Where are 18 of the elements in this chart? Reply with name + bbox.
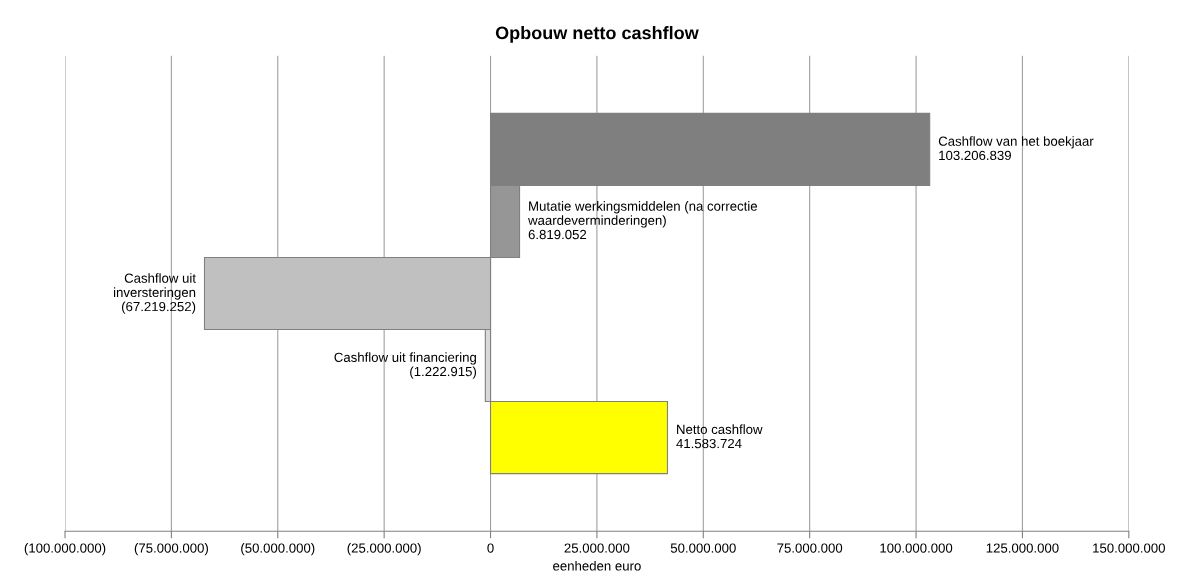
data-label: Cashflow uit inversteringen (67.219.252) [114, 273, 196, 314]
data-label: Netto cashflow 41.583.724 [676, 424, 763, 449]
x-tick-label: 150.000.000 [1093, 543, 1165, 553]
x-tick-label: (100.000.000) [24, 543, 106, 556]
x-tick-label: 100.000.000 [880, 543, 953, 553]
x-tick-label: 50.000.000 [670, 543, 736, 553]
chart-title: Opbouw netto cashflow [495, 26, 699, 43]
x-tick-label: 25.000.000 [564, 543, 630, 553]
data-label: Cashflow van het boekjaar 103.206.839 [938, 136, 1094, 161]
x-tick-label: 0 [487, 543, 494, 553]
x-tick-label: (25.000.000) [347, 543, 421, 556]
x-tick-label: 75.000.000 [777, 543, 843, 553]
x-tick-label: 125.000.000 [986, 543, 1059, 553]
data-label: Mutatie werkingsmiddelen (na correctie waardeverminderingen) 6.819.052 [528, 201, 758, 240]
x-tick-label: (50.000.000) [241, 543, 315, 556]
data-label: Cashflow uit financiering (1.222.915) [334, 352, 476, 379]
x-axis-title: eenheden euro [553, 560, 641, 571]
x-tick-label: (75.000.000) [134, 543, 208, 556]
